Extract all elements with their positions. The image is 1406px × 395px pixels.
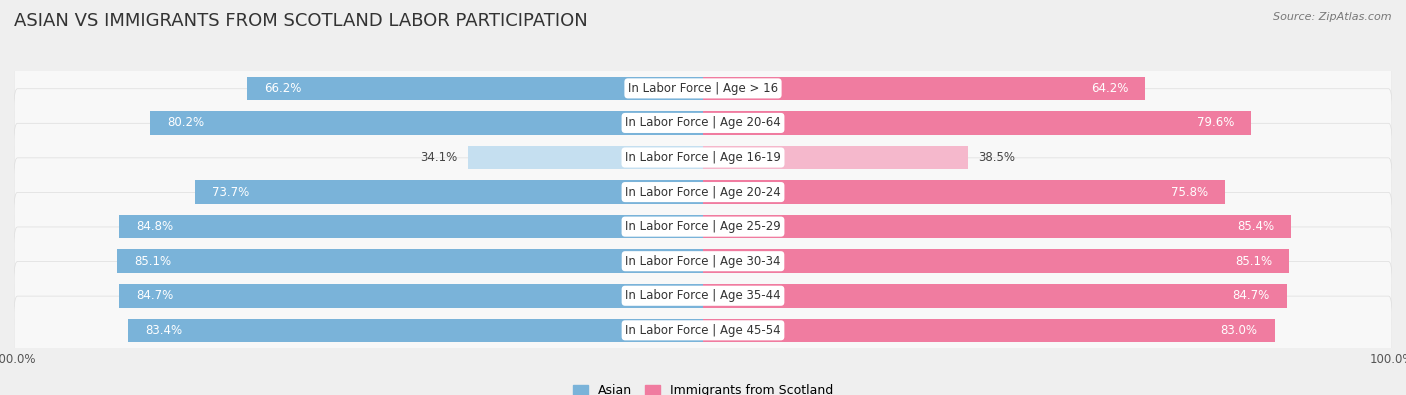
Text: 38.5%: 38.5% — [979, 151, 1015, 164]
Text: In Labor Force | Age > 16: In Labor Force | Age > 16 — [628, 82, 778, 95]
Text: 83.0%: 83.0% — [1220, 324, 1257, 337]
Text: In Labor Force | Age 25-29: In Labor Force | Age 25-29 — [626, 220, 780, 233]
Text: In Labor Force | Age 16-19: In Labor Force | Age 16-19 — [626, 151, 780, 164]
FancyBboxPatch shape — [14, 192, 1392, 261]
Bar — [118, 215, 703, 238]
Text: 34.1%: 34.1% — [420, 151, 458, 164]
Text: 64.2%: 64.2% — [1091, 82, 1128, 95]
Text: 85.1%: 85.1% — [134, 255, 172, 268]
FancyBboxPatch shape — [14, 296, 1392, 365]
Bar — [120, 284, 703, 307]
Text: In Labor Force | Age 20-24: In Labor Force | Age 20-24 — [626, 186, 780, 199]
Text: 75.8%: 75.8% — [1171, 186, 1208, 199]
Text: In Labor Force | Age 20-64: In Labor Force | Age 20-64 — [626, 117, 780, 130]
Text: 66.2%: 66.2% — [264, 82, 301, 95]
FancyBboxPatch shape — [14, 123, 1392, 192]
Text: 85.1%: 85.1% — [1234, 255, 1272, 268]
FancyBboxPatch shape — [14, 54, 1392, 122]
Text: 79.6%: 79.6% — [1197, 117, 1234, 130]
Bar — [247, 77, 703, 100]
Bar — [703, 318, 1275, 342]
Bar — [150, 111, 703, 135]
Text: 84.7%: 84.7% — [136, 289, 174, 302]
Text: In Labor Force | Age 45-54: In Labor Force | Age 45-54 — [626, 324, 780, 337]
Bar — [195, 180, 703, 204]
Bar — [117, 250, 703, 273]
FancyBboxPatch shape — [14, 158, 1392, 226]
Text: In Labor Force | Age 30-34: In Labor Force | Age 30-34 — [626, 255, 780, 268]
FancyBboxPatch shape — [14, 89, 1392, 157]
Bar — [703, 250, 1289, 273]
FancyBboxPatch shape — [14, 227, 1392, 295]
Legend: Asian, Immigrants from Scotland: Asian, Immigrants from Scotland — [568, 379, 838, 395]
Text: 83.4%: 83.4% — [146, 324, 183, 337]
Text: 80.2%: 80.2% — [167, 117, 205, 130]
Text: 85.4%: 85.4% — [1237, 220, 1274, 233]
Text: In Labor Force | Age 35-44: In Labor Force | Age 35-44 — [626, 289, 780, 302]
Text: Source: ZipAtlas.com: Source: ZipAtlas.com — [1274, 12, 1392, 22]
Text: 84.7%: 84.7% — [1232, 289, 1270, 302]
Bar — [703, 77, 1146, 100]
Bar — [128, 318, 703, 342]
FancyBboxPatch shape — [14, 261, 1392, 330]
Text: 73.7%: 73.7% — [212, 186, 250, 199]
Bar — [468, 146, 703, 169]
Bar — [703, 215, 1291, 238]
Bar — [703, 284, 1286, 307]
Bar — [703, 180, 1225, 204]
Text: ASIAN VS IMMIGRANTS FROM SCOTLAND LABOR PARTICIPATION: ASIAN VS IMMIGRANTS FROM SCOTLAND LABOR … — [14, 12, 588, 30]
Bar — [703, 111, 1251, 135]
Text: 84.8%: 84.8% — [136, 220, 173, 233]
Bar — [703, 146, 969, 169]
